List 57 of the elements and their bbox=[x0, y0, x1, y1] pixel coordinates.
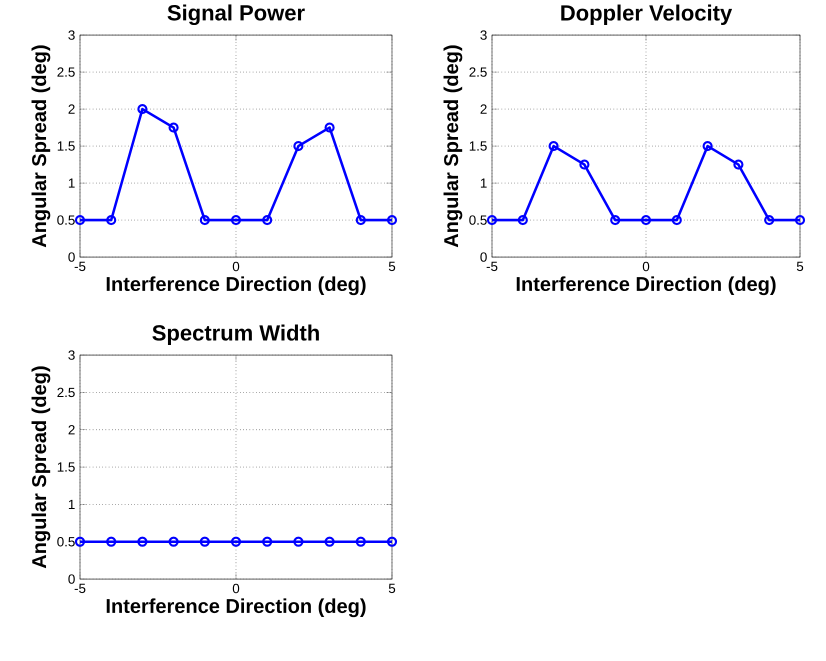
point bbox=[168, 122, 179, 133]
point bbox=[137, 104, 148, 114]
point bbox=[262, 214, 272, 226]
x-tick-label: 0 bbox=[232, 584, 240, 594]
y-tick-label: 0.5 bbox=[57, 215, 75, 225]
y-axis-title: Angular Spread (deg) bbox=[32, 366, 50, 568]
y-tick-label: 3 bbox=[68, 350, 75, 360]
point bbox=[548, 140, 559, 152]
x-tick-label: -5 bbox=[486, 262, 498, 272]
x-tick-label: 5 bbox=[388, 584, 396, 594]
chart-title: Doppler Velocity bbox=[561, 4, 732, 25]
point bbox=[356, 214, 366, 226]
y-tick-label: 1 bbox=[480, 178, 487, 188]
y-tick-label: 2.5 bbox=[57, 67, 75, 77]
point bbox=[610, 214, 620, 226]
y-tick-label: 1 bbox=[68, 500, 75, 509]
point bbox=[230, 214, 242, 226]
x-tick-label: 5 bbox=[388, 262, 396, 272]
point bbox=[579, 159, 590, 170]
y-tick-label: 2 bbox=[68, 425, 75, 434]
y-tick-label: 0 bbox=[68, 252, 75, 262]
point bbox=[518, 214, 528, 226]
y-tick-label: 0 bbox=[480, 252, 487, 262]
y-tick-label: 2 bbox=[480, 104, 487, 114]
y-tick-label: 1 bbox=[68, 178, 75, 188]
point bbox=[764, 214, 774, 226]
point bbox=[106, 214, 116, 226]
y-tick-label: 0.5 bbox=[469, 215, 487, 225]
y-tick-label: 0 bbox=[68, 574, 75, 584]
chart-title: Spectrum Width bbox=[152, 324, 319, 345]
x-tick-label: -5 bbox=[74, 584, 86, 594]
x-tick-label: 0 bbox=[642, 262, 650, 272]
x-axis-title: Interference Direction (deg) bbox=[516, 276, 776, 296]
point bbox=[640, 214, 652, 226]
y-axis-title: Angular Spread (deg) bbox=[32, 45, 50, 248]
y-tick-label: 3 bbox=[68, 30, 75, 40]
y-tick-label: 3 bbox=[480, 30, 487, 40]
x-tick-label: 0 bbox=[232, 262, 240, 272]
y-tick-label: 1.5 bbox=[58, 462, 75, 472]
point bbox=[200, 214, 210, 226]
y-tick-label: 1.5 bbox=[58, 141, 75, 151]
y-tick-label: 2 bbox=[68, 104, 75, 114]
y-tick-label: 2.5 bbox=[469, 67, 487, 77]
y-tick-label: 1.5 bbox=[470, 141, 487, 151]
y-tick-label: 0.5 bbox=[57, 537, 75, 546]
x-tick-label: 5 bbox=[796, 262, 804, 272]
point bbox=[672, 214, 682, 226]
x-tick-label: -5 bbox=[74, 262, 86, 272]
y-tick-label: 2.5 bbox=[57, 388, 75, 398]
point bbox=[293, 140, 304, 152]
y-axis-title: Angular Spread (deg) bbox=[444, 45, 462, 248]
chart-title: Signal Power bbox=[168, 4, 305, 26]
x-axis-title: Interference Direction (deg) bbox=[106, 598, 366, 618]
point bbox=[324, 122, 335, 133]
point bbox=[733, 159, 744, 170]
point bbox=[702, 140, 713, 152]
x-axis-title: Interference Direction (deg) bbox=[106, 276, 366, 296]
